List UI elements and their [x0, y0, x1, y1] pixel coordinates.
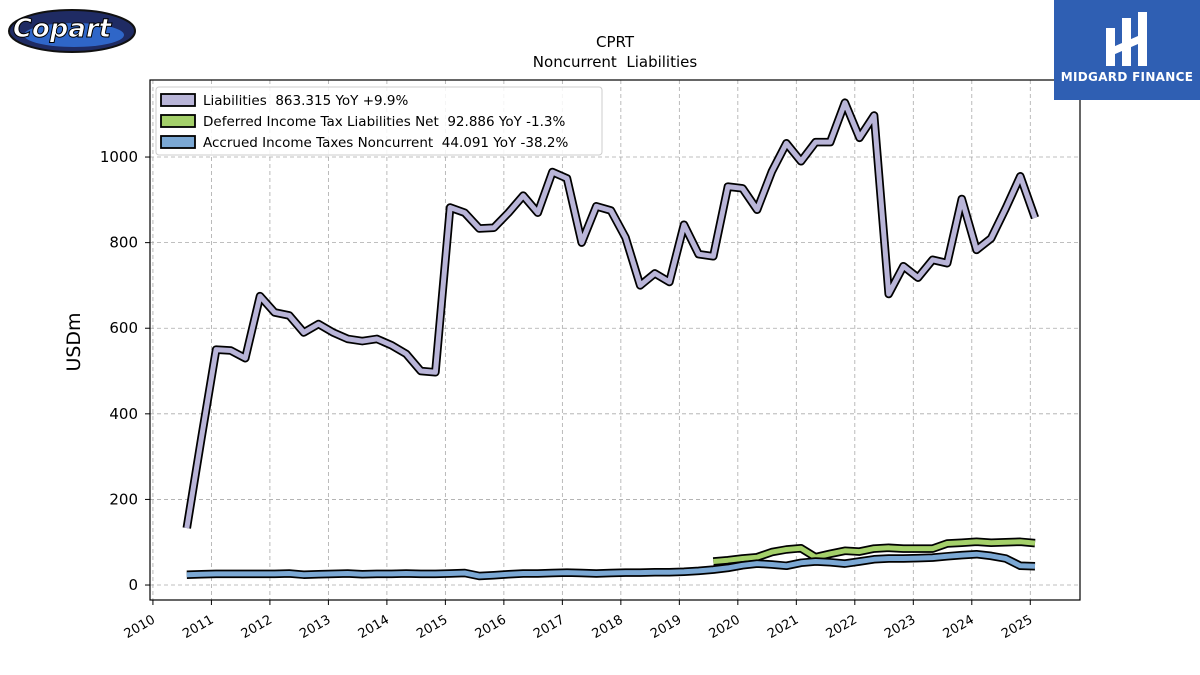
series-line-0	[184, 100, 1038, 529]
legend-box	[155, 86, 603, 156]
grid-lines	[150, 80, 1080, 600]
legend-swatch-0	[160, 93, 196, 107]
plot-frame	[149, 79, 1081, 601]
legend-label-1: Deferred Income Tax Liabilities Net 92.8…	[203, 114, 565, 130]
x-tick-label: 2013	[297, 612, 333, 642]
x-tick-label: 2017	[531, 612, 567, 642]
chart-subtitle: Noncurrent Liabilities	[533, 53, 698, 71]
y-tick-label: 200	[109, 490, 138, 508]
x-tick-label: 2020	[707, 612, 743, 642]
y-axis-label: USDm	[63, 312, 85, 371]
y-tick-label: 600	[109, 319, 138, 337]
x-tick-label: 2025	[999, 612, 1035, 642]
legend-swatch-2	[160, 135, 196, 149]
y-tick-label: 400	[109, 405, 138, 423]
legend-label-2: Accrued Income Taxes Noncurrent 44.091 Y…	[203, 135, 568, 151]
x-tick-label: 2010	[122, 612, 158, 642]
series-line-1	[713, 539, 1036, 564]
x-tick-label: 2016	[473, 612, 509, 642]
midgard-finance-logo: MIDGARD FINANCE	[1054, 0, 1200, 100]
y-tick-label: 1000	[100, 148, 138, 166]
x-tick-label: 2018	[590, 612, 626, 642]
x-tick-label: 2015	[414, 612, 450, 642]
x-tick-label: 2012	[239, 612, 275, 642]
y-tick-label: 800	[109, 234, 138, 252]
legend-swatch-1	[160, 114, 196, 128]
x-tick-label: 2014	[356, 612, 392, 642]
x-tick-label: 2024	[941, 612, 977, 642]
x-tick-label: 2023	[882, 612, 918, 642]
legend-label-0: Liabilities 863.315 YoY +9.9%	[203, 93, 408, 109]
series-line-2	[186, 551, 1036, 579]
midgard-finance-text: MIDGARD FINANCE	[1060, 70, 1194, 84]
y-tick-label: 0	[128, 576, 138, 594]
series-outline-0	[182, 98, 1040, 529]
x-axis: 2010 2011 2012 2013 2014 2015 2016 2017 2018 2019…	[122, 600, 1035, 642]
midgard-emblem-icon	[1106, 12, 1147, 66]
x-tick-label: 2011	[180, 612, 216, 642]
series-lines	[182, 98, 1040, 581]
x-tick-label: 2019	[648, 612, 684, 642]
legend: Liabilities 863.315 YoY +9.9% Deferred In…	[155, 86, 603, 156]
copart-logo: Copart	[2, 4, 138, 60]
x-tick-label: 2022	[824, 612, 860, 642]
copart-logo-text: Copart	[13, 14, 113, 44]
x-tick-label: 2021	[765, 612, 801, 642]
y-axis: 0 200 400 600 800 1000	[100, 148, 150, 594]
chart-title: CPRT	[596, 33, 635, 51]
